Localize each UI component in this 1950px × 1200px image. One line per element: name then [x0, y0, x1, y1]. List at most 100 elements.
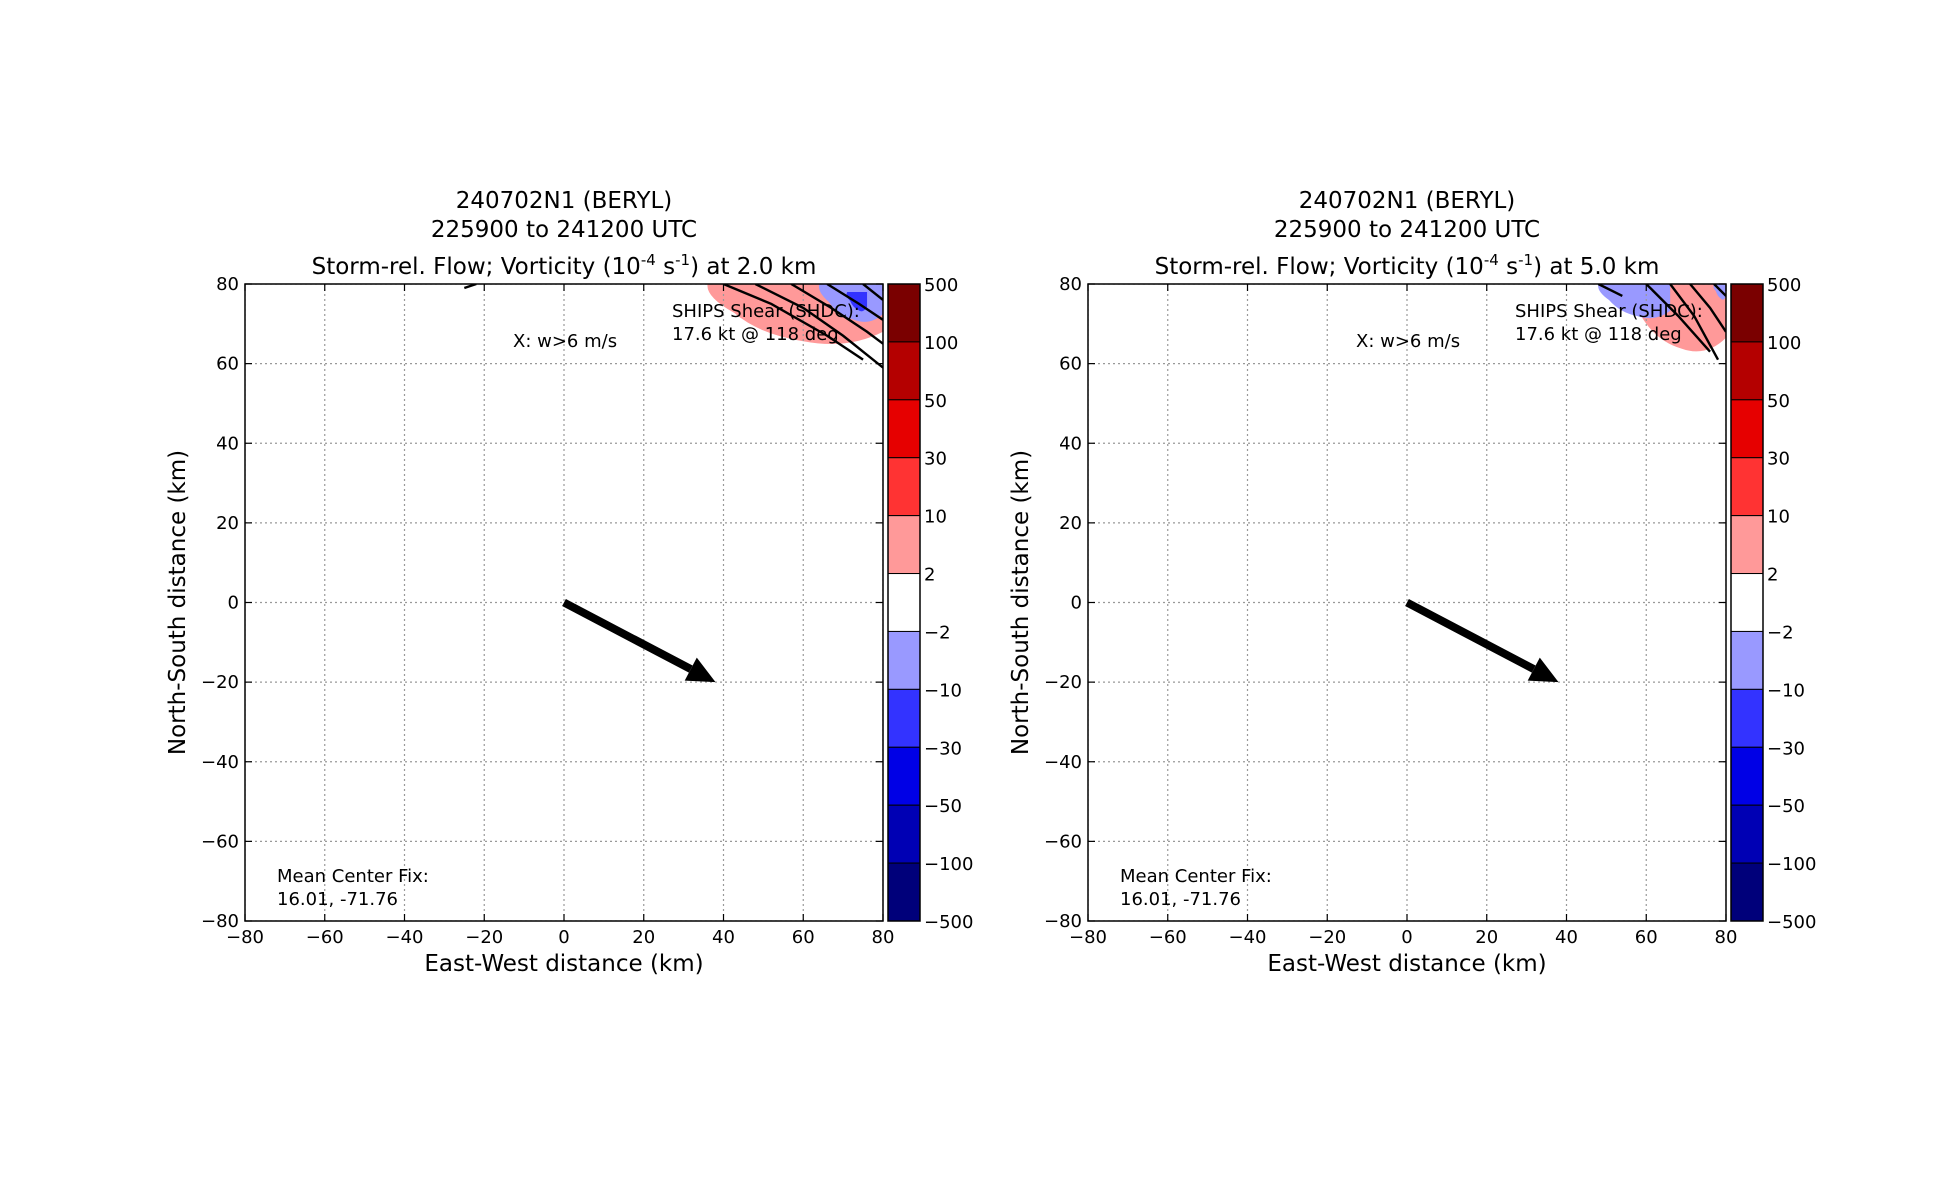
colorbar: 500 100 50 30 10 2 −2 −10 −30 −50 −100 −500 — [1730, 275, 1816, 933]
streamline — [790, 284, 883, 345]
x-tick-label: 0 — [1401, 927, 1412, 948]
center-fix-value: 16.01, -71.76 — [1120, 889, 1241, 910]
colorbar-level-label: −50 — [924, 796, 962, 817]
colorbar-segment — [1730, 341, 1764, 401]
x-tick-label: −60 — [1149, 927, 1187, 948]
colorbar-frame — [887, 283, 921, 922]
colorbar-level-label: −500 — [1767, 912, 1816, 933]
colorbar-level-label: 100 — [1767, 333, 1801, 354]
colorbar-level-label: 50 — [924, 391, 947, 412]
plot-area — [245, 284, 883, 921]
title-part-exp1: -4 — [641, 251, 656, 269]
colorbar-level-label: −30 — [924, 738, 962, 759]
streamline — [826, 284, 883, 321]
colorbar-level-label: −30 — [1767, 738, 1805, 759]
shear-vector-arrow — [1405, 598, 1536, 673]
colorbar-level-label: −100 — [924, 854, 973, 875]
chart-panel-2: −80 −60 −40 −20 0 20 40 60 80 −80 −60 −40 −20 0 20 40 60… — [1008, 188, 1816, 977]
center-fix-label: Mean Center Fix: — [277, 866, 429, 887]
y-tick-label: −40 — [201, 752, 239, 773]
colorbar-level-label: 100 — [924, 333, 958, 354]
ships-shear-value: 17.6 kt @ 118 deg — [1515, 324, 1682, 345]
colorbar-segment — [1730, 457, 1764, 517]
colorbar-segment — [1730, 862, 1764, 922]
colorbar-segment — [887, 862, 921, 922]
x-tick-label: −40 — [1229, 927, 1267, 948]
y-tick-label: −20 — [201, 672, 239, 693]
colorbar-segment — [887, 341, 921, 401]
streamline — [723, 284, 864, 361]
x-tick-label: −80 — [226, 927, 264, 948]
colorbar-level-label: 30 — [1767, 449, 1790, 470]
center-fix-label: Mean Center Fix: — [1120, 866, 1272, 887]
colorbar-segment — [887, 630, 921, 690]
colorbar-segment — [1730, 746, 1764, 806]
x-tick-label: 20 — [632, 927, 655, 948]
chart-panel-1: −80 −60 −40 −20 0 20 40 60 80 −80 −60 −40 −20 0 20 40 60… — [165, 188, 973, 977]
x-tick-label: −20 — [465, 927, 503, 948]
x-tick-label: 40 — [712, 927, 735, 948]
x-axis-label: East-West distance (km) — [1267, 951, 1546, 977]
title-part-pre: Storm-rel. Flow; Vorticity (10 — [312, 254, 641, 280]
x-axis-label: East-West distance (km) — [424, 951, 703, 977]
y-tick-label: 40 — [1059, 433, 1082, 454]
y-tick-label: 60 — [1059, 354, 1082, 375]
colorbar-level-label: −10 — [1767, 680, 1805, 701]
y-axis-label: North-South distance (km) — [165, 450, 191, 755]
y-tick-label: 0 — [228, 593, 239, 614]
chart-title-line3: Storm-rel. Flow; Vorticity (10-4 s-1) at… — [312, 251, 817, 280]
title-part-pre: Storm-rel. Flow; Vorticity (10 — [1155, 254, 1484, 280]
w-marker-legend: X: w>6 m/s — [513, 331, 617, 352]
title-part-exp2: -1 — [675, 251, 690, 269]
y-tick-label: −60 — [1044, 831, 1082, 852]
y-tick-label: 20 — [216, 513, 239, 534]
colorbar-level-label: −500 — [924, 912, 973, 933]
colorbar-segment — [887, 399, 921, 459]
y-tick-label: −60 — [201, 831, 239, 852]
title-part-exp2: -1 — [1518, 251, 1533, 269]
x-tick-label: −60 — [306, 927, 344, 948]
y-tick-label: 40 — [216, 433, 239, 454]
chart-title-line1: 240702N1 (BERYL) — [1299, 188, 1516, 214]
colorbar-segment — [887, 457, 921, 517]
x-tick-label: 20 — [1475, 927, 1498, 948]
x-tick-label: 60 — [1635, 927, 1658, 948]
colorbar-level-label: 50 — [1767, 391, 1790, 412]
y-tick-label: 80 — [1059, 274, 1082, 295]
colorbar-segment — [887, 688, 921, 748]
colorbar-segment — [1730, 630, 1764, 690]
streamline — [1597, 284, 1623, 298]
streamline — [862, 284, 883, 301]
y-tick-label: −20 — [1044, 672, 1082, 693]
title-part-exp1: -4 — [1484, 251, 1499, 269]
x-tick-label: 80 — [872, 927, 895, 948]
colorbar-level-label: 500 — [924, 275, 958, 296]
streamline — [1645, 284, 1711, 353]
colorbar-frame — [1730, 283, 1764, 922]
colorbar-level-label: 2 — [924, 565, 935, 586]
y-tick-label: −40 — [1044, 752, 1082, 773]
colorbar-segment — [887, 573, 921, 632]
y-tick-label: −80 — [1044, 911, 1082, 932]
chart-title-line2: 225900 to 241200 UTC — [1274, 217, 1540, 243]
title-part-post: ) at 5.0 km — [1533, 254, 1659, 280]
x-tick-label: −20 — [1308, 927, 1346, 948]
colorbar-segment — [1730, 688, 1764, 748]
y-tick-label: 0 — [1071, 593, 1082, 614]
y-tick-label: 60 — [216, 354, 239, 375]
shear-vector-arrow — [562, 598, 693, 673]
colorbar-level-label: 10 — [1767, 507, 1790, 528]
streamline — [1669, 284, 1720, 361]
colorbar-level-label: −50 — [1767, 796, 1805, 817]
colorbar-segment — [1730, 573, 1764, 632]
colorbar-level-label: 10 — [924, 507, 947, 528]
ships-shear-label: SHIPS Shear (SHDC): — [672, 301, 860, 322]
plot-area — [1088, 284, 1726, 921]
center-fix-value: 16.01, -71.76 — [277, 889, 398, 910]
x-tick-label: −80 — [1069, 927, 1107, 948]
colorbar-segment — [887, 804, 921, 864]
streamline — [1689, 284, 1726, 333]
colorbar-segment — [1730, 399, 1764, 459]
title-part-mid: s — [656, 254, 675, 280]
x-tick-label: 0 — [558, 927, 569, 948]
